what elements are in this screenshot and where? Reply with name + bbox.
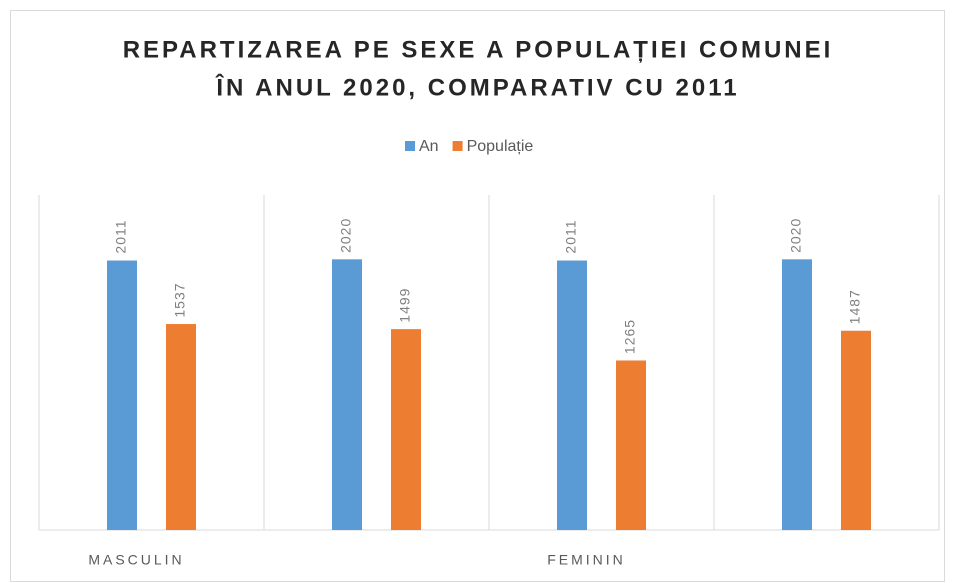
data-label: 2020 — [338, 218, 354, 253]
x-tick-label: MASCULIN — [88, 552, 184, 568]
legend-label: An — [419, 138, 439, 155]
bar — [332, 259, 362, 530]
chart-title: REPARTIZAREA PE SEXE A POPULAȚIEI COMUNE… — [123, 36, 834, 63]
data-label: 1499 — [397, 288, 413, 323]
data-label: 1487 — [847, 289, 863, 324]
legend-swatch — [405, 141, 415, 151]
data-label: 2011 — [563, 219, 579, 253]
bar — [841, 330, 871, 530]
legend-swatch — [452, 141, 463, 151]
x-tick-label: FEMININ — [547, 552, 626, 568]
data-label: 1265 — [622, 319, 638, 354]
bar — [557, 260, 587, 530]
chart-subtitle: ÎN ANUL 2020, COMPARATIV CU 2011 — [215, 73, 739, 101]
legend-label: Populație — [467, 138, 534, 155]
bar — [107, 260, 137, 530]
data-label: 2011 — [113, 219, 129, 253]
bar — [782, 259, 812, 530]
bar — [616, 360, 646, 530]
bar — [166, 324, 196, 530]
data-label: 2020 — [788, 218, 804, 253]
bar — [391, 329, 421, 530]
data-label: 1537 — [172, 282, 188, 317]
